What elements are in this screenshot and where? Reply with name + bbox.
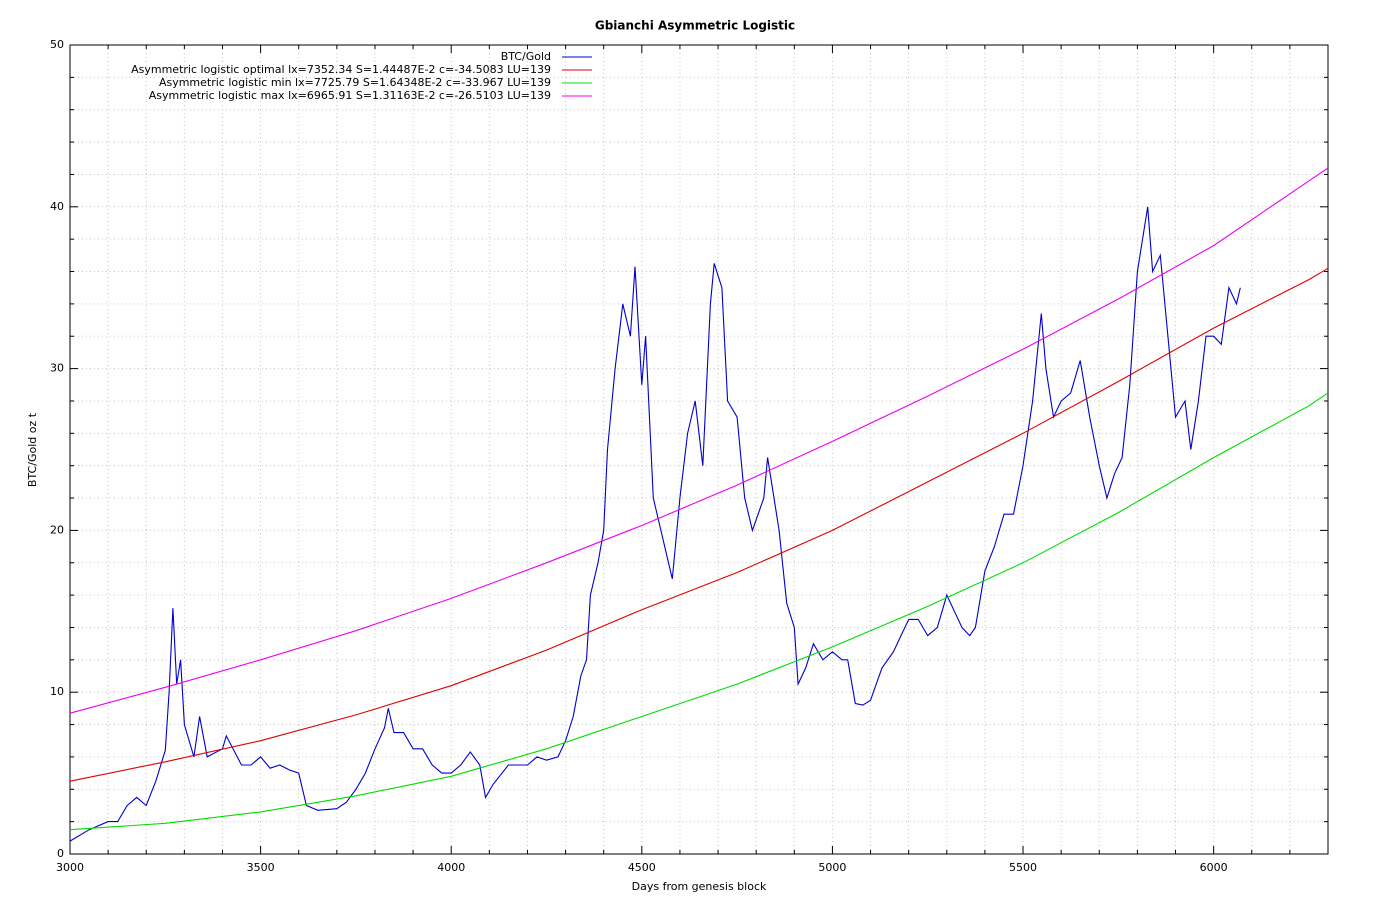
x-axis-label: Days from genesis block xyxy=(632,880,767,893)
x-tick-label: 3000 xyxy=(56,861,84,874)
x-tick-label: 4500 xyxy=(628,861,656,874)
plot-frame xyxy=(69,44,1329,855)
x-tick-label: 5500 xyxy=(1009,861,1037,874)
x-tick-label: 3500 xyxy=(247,861,275,874)
series-line xyxy=(69,167,1329,714)
y-tick-label: 0 xyxy=(57,847,64,860)
legend-label: Asymmetric logistic max lx=6965.91 S=1.3… xyxy=(149,89,551,102)
series-line xyxy=(69,206,1241,842)
y-tick-label: 40 xyxy=(50,200,64,213)
x-tick-label: 6000 xyxy=(1200,861,1228,874)
series-line xyxy=(69,392,1329,831)
chart-title: Gbianchi Asymmetric Logistic xyxy=(595,19,795,33)
y-tick-label: 50 xyxy=(50,38,64,51)
legend-label: Asymmetric logistic optimal lx=7352.34 S… xyxy=(131,63,551,76)
x-tick-label: 5000 xyxy=(818,861,846,874)
y-tick-label: 10 xyxy=(50,685,64,698)
y-tick-label: 30 xyxy=(50,362,64,375)
legend-label: BTC/Gold xyxy=(501,50,551,63)
series-line xyxy=(69,267,1329,782)
y-axis-label: BTC/Gold oz t xyxy=(26,412,39,487)
x-tick-label: 4000 xyxy=(437,861,465,874)
y-tick-label: 20 xyxy=(50,523,64,536)
legend-label: Asymmetric logistic min lx=7725.79 S=1.6… xyxy=(159,76,551,89)
